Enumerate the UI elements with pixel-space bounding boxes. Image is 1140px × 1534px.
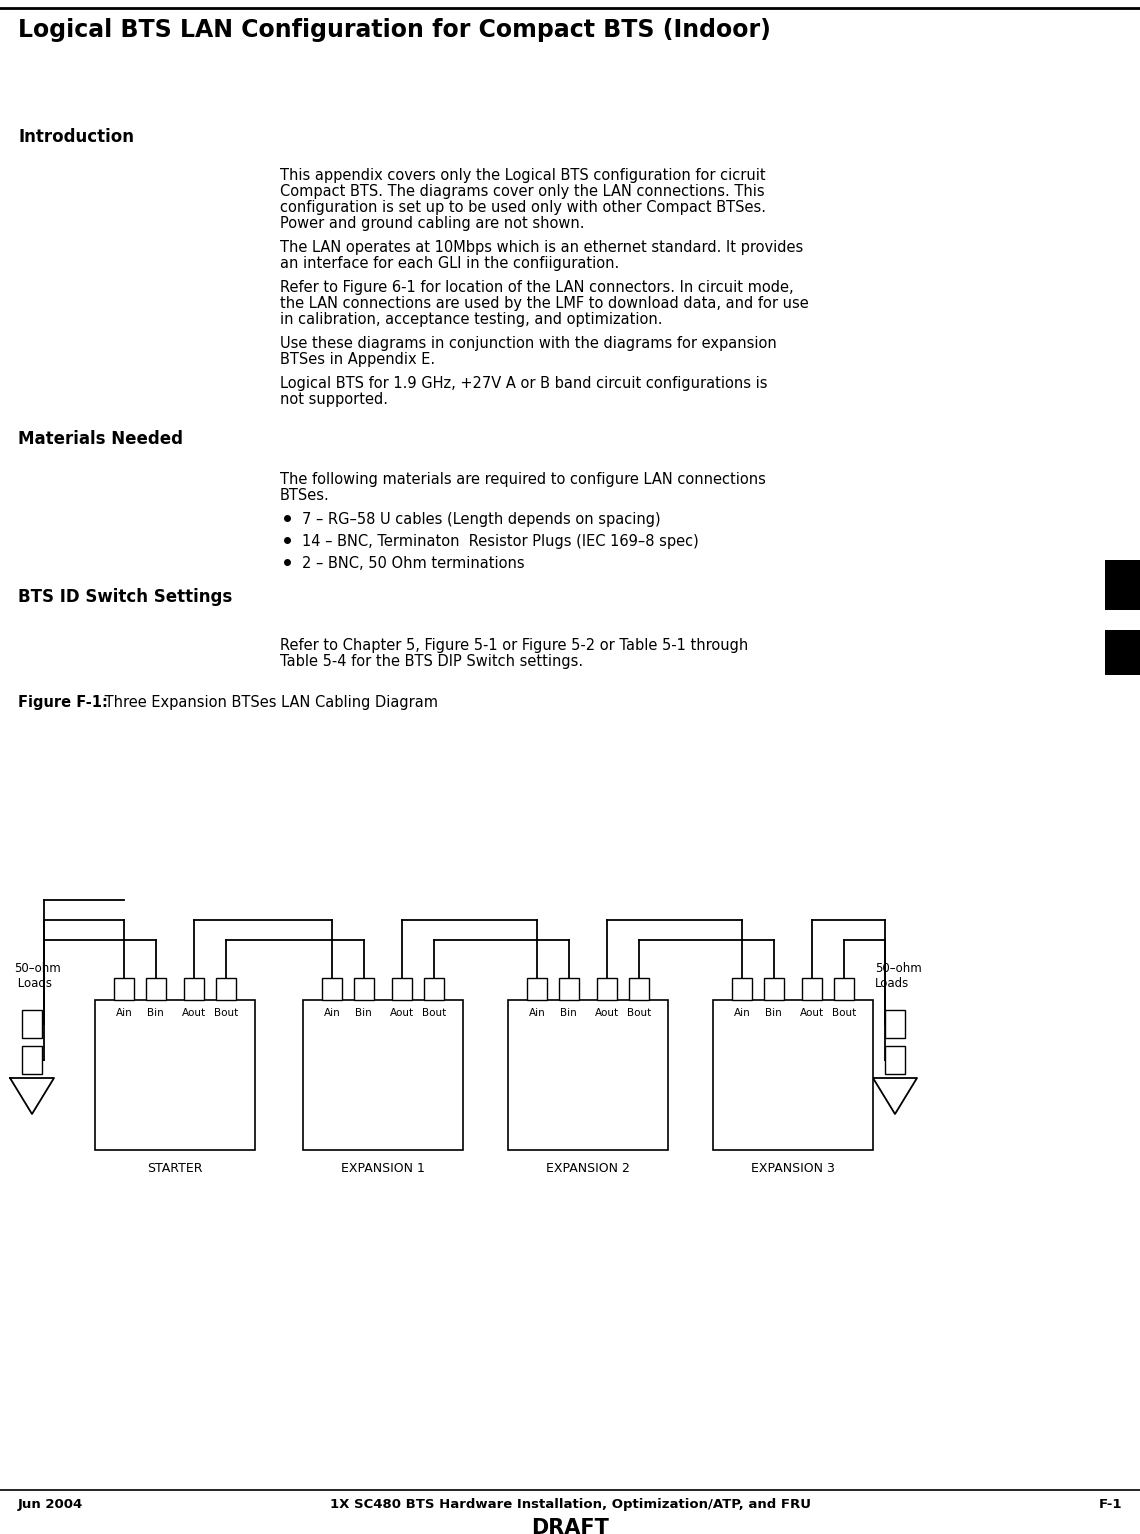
Text: Aout: Aout xyxy=(595,1008,619,1019)
Bar xyxy=(803,979,822,1000)
Text: 14 – BNC, Terminaton  Resistor Plugs (IEC 169–8 spec): 14 – BNC, Terminaton Resistor Plugs (IEC… xyxy=(302,534,699,549)
Text: Bout: Bout xyxy=(627,1008,651,1019)
Text: Bin: Bin xyxy=(765,1008,782,1019)
Bar xyxy=(732,979,751,1000)
Bar xyxy=(95,1000,255,1150)
Text: Aout: Aout xyxy=(182,1008,206,1019)
Bar xyxy=(217,979,236,1000)
Bar xyxy=(527,979,547,1000)
Text: F: F xyxy=(1117,586,1129,604)
Bar xyxy=(1105,560,1140,611)
Text: Jun 2004: Jun 2004 xyxy=(18,1499,83,1511)
Text: Refer to Chapter 5, Figure 5-1 or Figure 5-2 or Table 5-1 through: Refer to Chapter 5, Figure 5-1 or Figure… xyxy=(280,638,748,653)
Text: The following materials are required to configure LAN connections: The following materials are required to … xyxy=(280,472,766,486)
Text: Ain: Ain xyxy=(733,1008,750,1019)
Text: Bin: Bin xyxy=(356,1008,372,1019)
Text: Bout: Bout xyxy=(422,1008,447,1019)
Text: Materials Needed: Materials Needed xyxy=(18,430,184,448)
Text: Refer to Figure 6-1 for location of the LAN connectors. In circuit mode,: Refer to Figure 6-1 for location of the … xyxy=(280,281,793,295)
Bar xyxy=(353,979,374,1000)
Bar xyxy=(22,1009,42,1039)
Text: Ain: Ain xyxy=(529,1008,545,1019)
Text: Compact BTS. The diagrams cover only the LAN connections. This: Compact BTS. The diagrams cover only the… xyxy=(280,184,765,199)
Text: Logical BTS LAN Configuration for Compact BTS (Indoor): Logical BTS LAN Configuration for Compac… xyxy=(18,18,771,41)
Text: Bout: Bout xyxy=(214,1008,238,1019)
Text: 1X SC480 BTS Hardware Installation, Optimization/ATP, and FRU: 1X SC480 BTS Hardware Installation, Opti… xyxy=(329,1499,811,1511)
Text: Bin: Bin xyxy=(561,1008,577,1019)
Bar xyxy=(629,979,649,1000)
Text: Ain: Ain xyxy=(324,1008,340,1019)
Bar xyxy=(559,979,579,1000)
Text: F-1: F-1 xyxy=(1099,1499,1122,1511)
Bar xyxy=(712,1000,873,1150)
Text: BTS ID Switch Settings: BTS ID Switch Settings xyxy=(18,588,233,606)
Bar xyxy=(392,979,413,1000)
Text: DRAFT: DRAFT xyxy=(531,1519,609,1534)
Bar xyxy=(321,979,342,1000)
Bar xyxy=(1105,630,1140,675)
Bar xyxy=(22,1046,42,1074)
Text: Bin: Bin xyxy=(147,1008,164,1019)
Bar xyxy=(885,1009,905,1039)
Text: Aout: Aout xyxy=(800,1008,824,1019)
Text: The LAN operates at 10Mbps which is an ethernet standard. It provides: The LAN operates at 10Mbps which is an e… xyxy=(280,239,804,255)
Text: EXPANSION 3: EXPANSION 3 xyxy=(751,1161,834,1175)
Bar xyxy=(885,1046,905,1074)
Text: the LAN connections are used by the LMF to download data, and for use: the LAN connections are used by the LMF … xyxy=(280,296,808,311)
Text: Introduction: Introduction xyxy=(18,127,135,146)
Text: an interface for each GLI in the confiiguration.: an interface for each GLI in the confiig… xyxy=(280,256,619,272)
Bar xyxy=(303,1000,463,1150)
Text: 50–ohm
Loads: 50–ohm Loads xyxy=(876,962,922,989)
Text: Power and ground cabling are not shown.: Power and ground cabling are not shown. xyxy=(280,216,585,232)
Text: 7 – RG–58 U cables (Length depends on spacing): 7 – RG–58 U cables (Length depends on sp… xyxy=(302,512,660,528)
Bar xyxy=(424,979,445,1000)
Text: Use these diagrams in conjunction with the diagrams for expansion: Use these diagrams in conjunction with t… xyxy=(280,336,776,351)
Text: configuration is set up to be used only with other Compact BTSes.: configuration is set up to be used only … xyxy=(280,199,766,215)
Text: Logical BTS for 1.9 GHz, +27V A or B band circuit configurations is: Logical BTS for 1.9 GHz, +27V A or B ban… xyxy=(280,376,767,391)
Text: Figure F-1:: Figure F-1: xyxy=(18,695,108,710)
Bar xyxy=(508,1000,668,1150)
Text: 2 – BNC, 50 Ohm terminations: 2 – BNC, 50 Ohm terminations xyxy=(302,555,524,571)
Text: Table 5-4 for the BTS DIP Switch settings.: Table 5-4 for the BTS DIP Switch setting… xyxy=(280,653,584,669)
Text: BTSes.: BTSes. xyxy=(280,488,329,503)
Text: STARTER: STARTER xyxy=(147,1161,203,1175)
Text: EXPANSION 2: EXPANSION 2 xyxy=(546,1161,630,1175)
Bar xyxy=(597,979,617,1000)
Text: Bout: Bout xyxy=(832,1008,856,1019)
Bar xyxy=(146,979,165,1000)
Bar xyxy=(834,979,854,1000)
Text: 50–ohm
 Loads: 50–ohm Loads xyxy=(14,962,60,989)
Bar xyxy=(185,979,204,1000)
Text: Aout: Aout xyxy=(390,1008,414,1019)
Text: Ain: Ain xyxy=(115,1008,132,1019)
Bar xyxy=(114,979,133,1000)
Text: This appendix covers only the Logical BTS configuration for cicruit: This appendix covers only the Logical BT… xyxy=(280,169,766,183)
Text: BTSes in Appendix E.: BTSes in Appendix E. xyxy=(280,351,435,367)
Text: Three Expansion BTSes LAN Cabling Diagram: Three Expansion BTSes LAN Cabling Diagra… xyxy=(100,695,438,710)
Text: EXPANSION 1: EXPANSION 1 xyxy=(341,1161,425,1175)
Text: in calibration, acceptance testing, and optimization.: in calibration, acceptance testing, and … xyxy=(280,311,662,327)
Text: not supported.: not supported. xyxy=(280,393,388,407)
Bar xyxy=(764,979,784,1000)
